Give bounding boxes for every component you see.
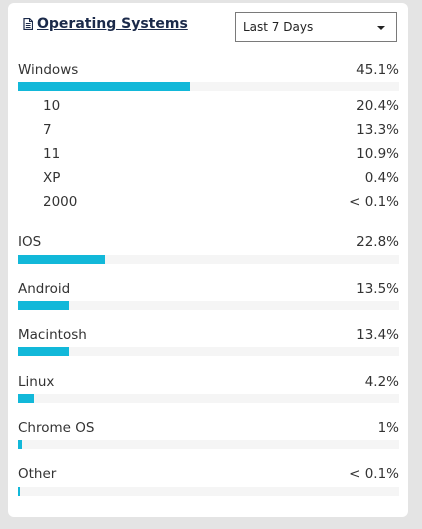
os-bar-linux: [18, 394, 399, 403]
os-label: Chrome OS: [18, 420, 95, 436]
os-bar-fill: [18, 301, 70, 310]
os-label: IOS: [18, 234, 42, 250]
os-row-chromeos: Chrome OS 1%: [18, 420, 399, 438]
os-bar-windows: [18, 82, 399, 91]
os-value: 22.8%: [356, 234, 399, 250]
os-row-linux: Linux 4.2%: [18, 374, 399, 392]
os-value: 4.2%: [364, 374, 399, 390]
os-label: Linux: [18, 374, 55, 390]
date-range-value: Last 7 Days: [243, 20, 314, 34]
os-label: Windows: [18, 62, 79, 78]
version-row-2000: 2000 < 0.1%: [43, 194, 399, 212]
os-bar-fill: [18, 347, 70, 356]
os-label: Android: [18, 281, 71, 297]
os-bar-fill: [18, 255, 105, 264]
os-bar-fill: [18, 82, 190, 91]
version-row-10: 10 20.4%: [43, 98, 399, 116]
version-value: < 0.1%: [349, 194, 399, 210]
os-value: 45.1%: [356, 62, 399, 78]
os-stats-card: Operating Systems Last 7 Days Windows 45…: [8, 3, 408, 517]
os-row-windows: Windows 45.1%: [18, 62, 399, 80]
os-label: Macintosh: [18, 327, 87, 343]
version-label: XP: [43, 170, 61, 186]
version-label: 10: [43, 98, 61, 114]
document-icon: [23, 18, 33, 30]
os-bar-macintosh: [18, 347, 399, 356]
os-value: 13.5%: [356, 281, 399, 297]
page-title[interactable]: Operating Systems: [37, 16, 188, 32]
version-value: 13.3%: [356, 122, 399, 138]
version-label: 11: [43, 146, 61, 162]
os-value: 13.4%: [356, 327, 399, 343]
os-bar-android: [18, 301, 399, 310]
os-value: 1%: [377, 420, 399, 436]
os-bar-fill: [18, 394, 34, 403]
os-row-other: Other < 0.1%: [18, 466, 399, 484]
version-value: 0.4%: [364, 170, 399, 186]
version-label: 7: [43, 122, 52, 138]
version-label: 2000: [43, 194, 78, 210]
os-label: Other: [18, 466, 57, 482]
card-header[interactable]: Operating Systems: [23, 16, 188, 32]
date-range-select[interactable]: Last 7 Days: [235, 12, 397, 42]
os-bar-ios: [18, 255, 399, 264]
os-bar-fill: [18, 440, 22, 449]
os-bar-chromeos: [18, 440, 399, 449]
os-value: < 0.1%: [349, 466, 399, 482]
version-row-11: 11 10.9%: [43, 146, 399, 164]
os-row-ios: IOS 22.8%: [18, 234, 399, 252]
version-value: 20.4%: [356, 98, 399, 114]
caret-down-icon: [377, 26, 385, 30]
version-row-xp: XP 0.4%: [43, 170, 399, 188]
os-row-android: Android 13.5%: [18, 281, 399, 299]
version-row-7: 7 13.3%: [43, 122, 399, 140]
os-bar-fill: [18, 487, 20, 496]
os-row-macintosh: Macintosh 13.4%: [18, 327, 399, 345]
version-value: 10.9%: [356, 146, 399, 162]
os-bar-other: [18, 487, 399, 496]
